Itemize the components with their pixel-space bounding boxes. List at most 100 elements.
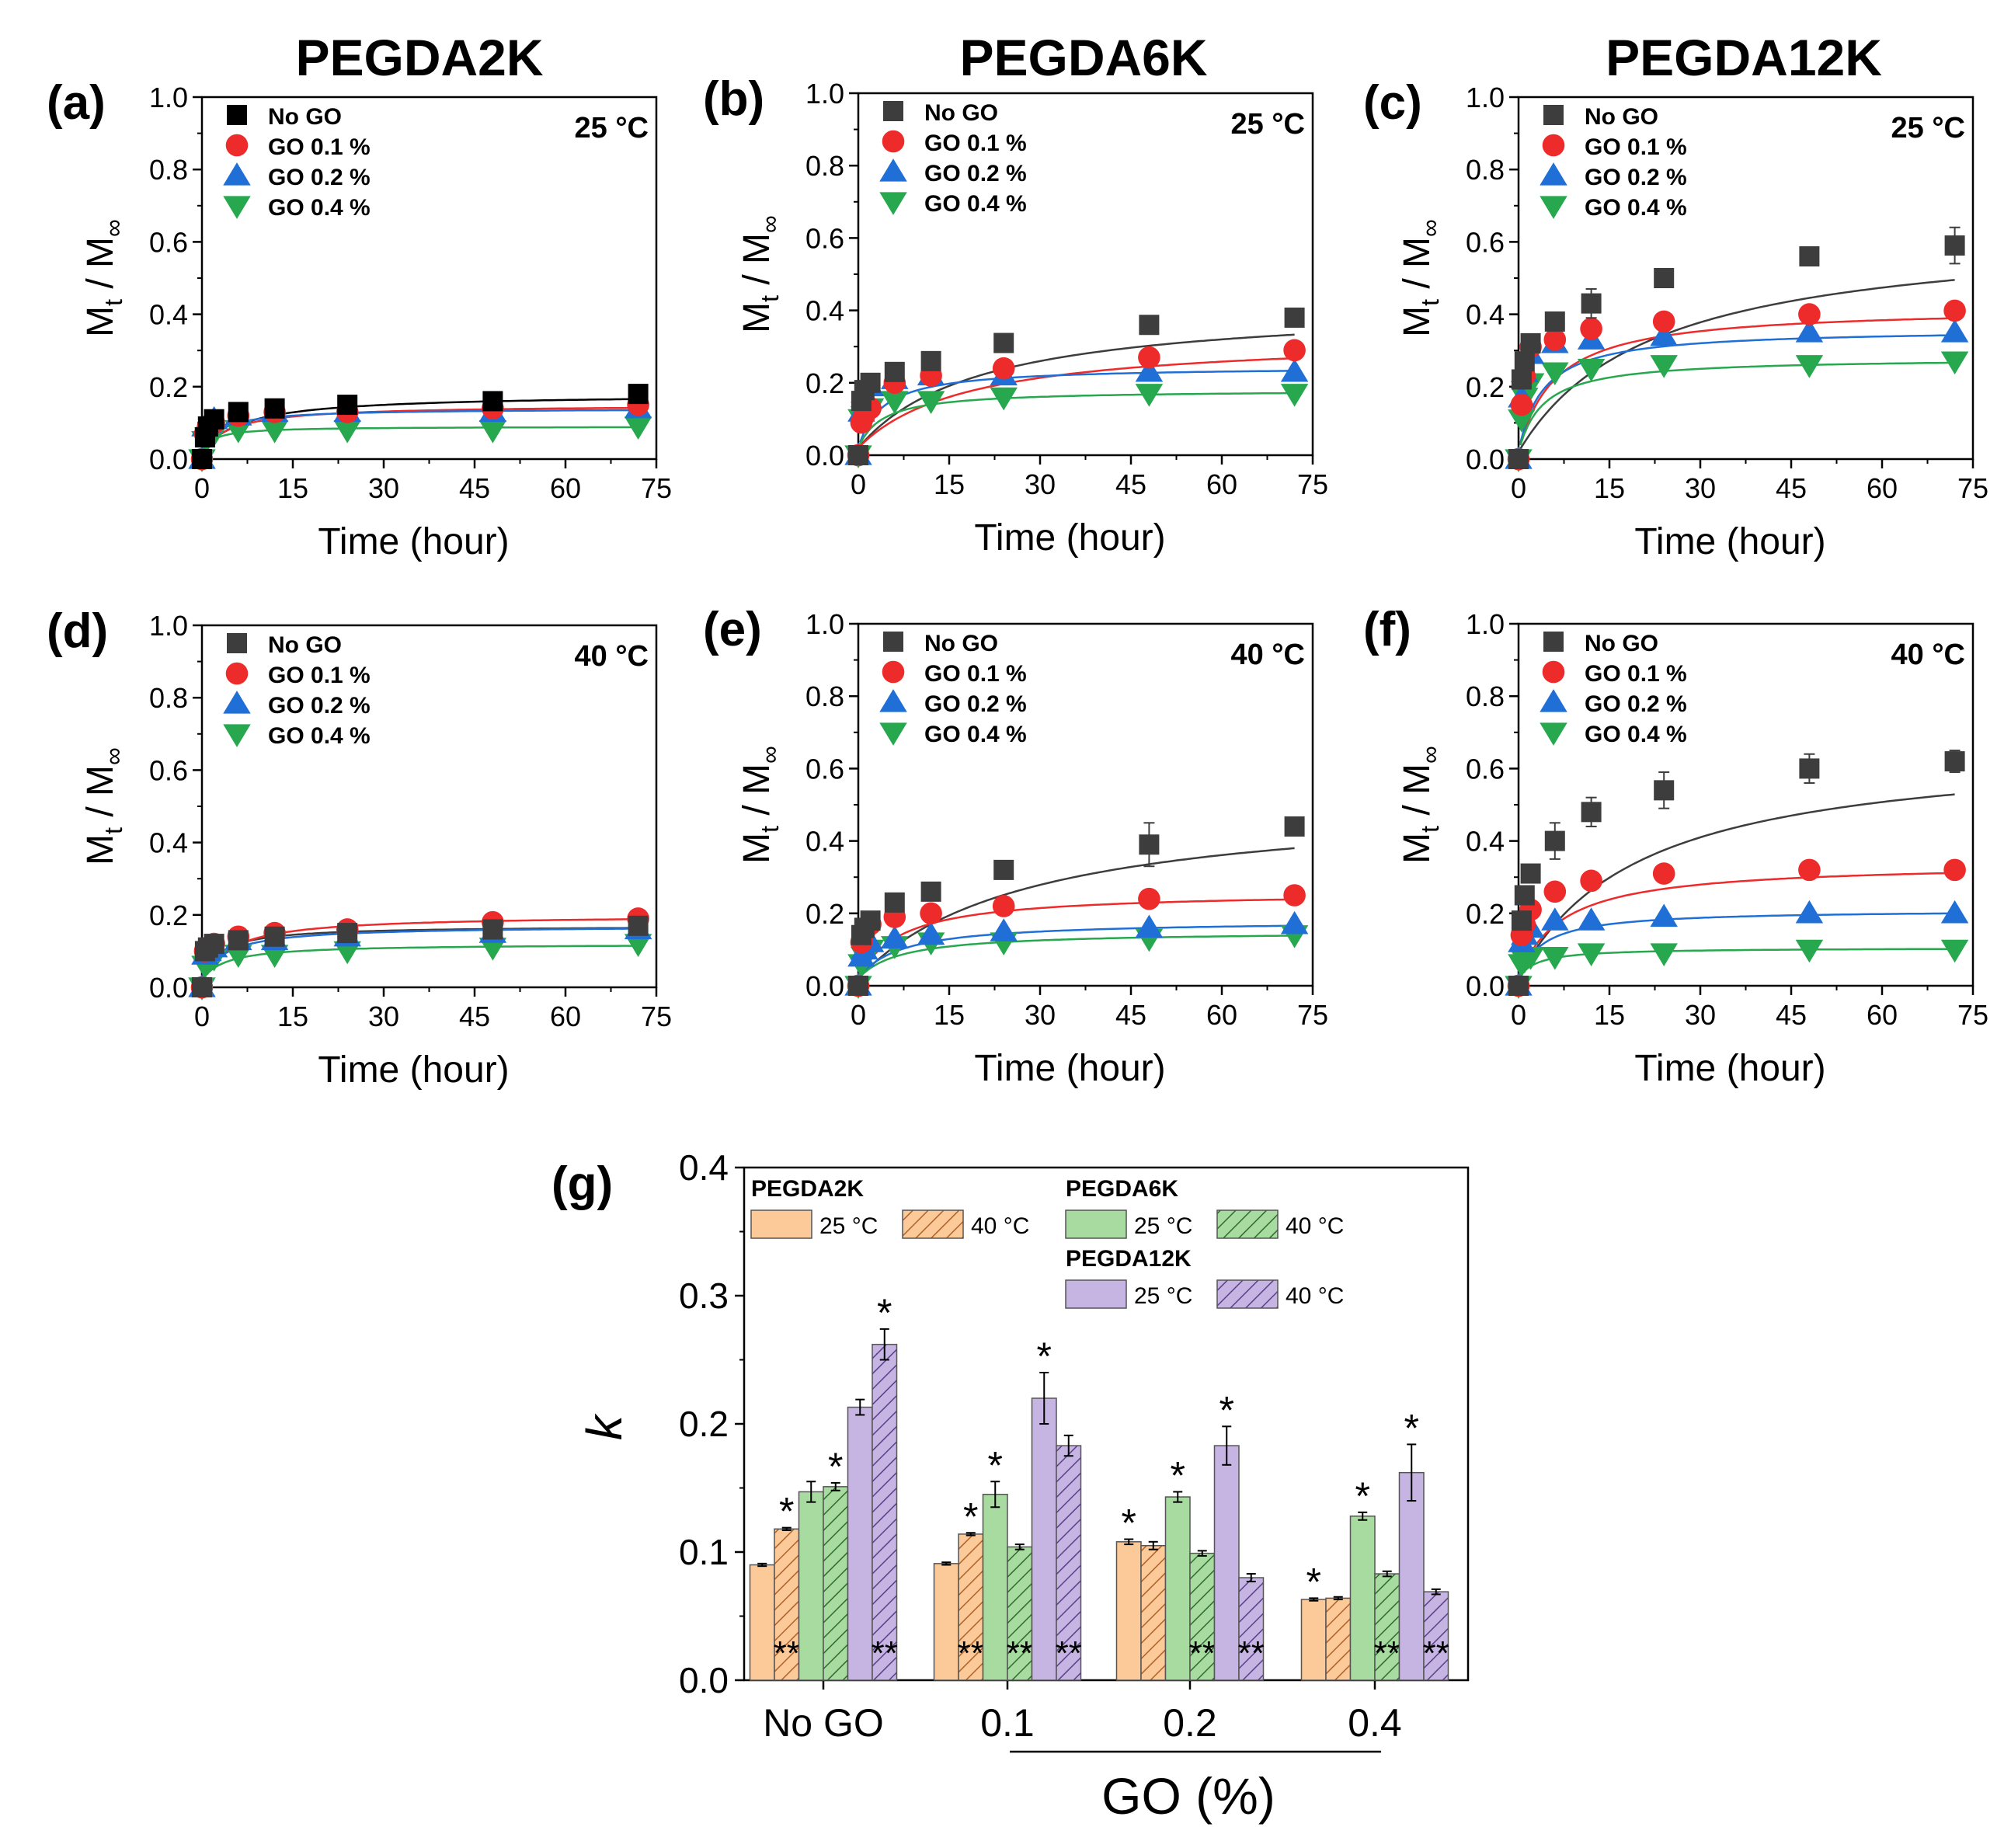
bar-pegda12k-40-c xyxy=(1423,1591,1449,1681)
data-point-no-go xyxy=(1520,332,1541,353)
significance-marker: ** xyxy=(774,1634,800,1672)
y-tick-label: 1.0 xyxy=(149,82,188,113)
data-point-go-0-1- xyxy=(1652,310,1675,333)
legend-marker-no-go xyxy=(1543,105,1564,125)
data-point-go-0-4- xyxy=(224,420,252,444)
y-tick-label: 0.1 xyxy=(679,1532,729,1572)
data-point-no-go xyxy=(1139,834,1160,855)
data-point-go-0-1- xyxy=(1943,299,1966,322)
panel-a: (a) 25 °C 0 15 30 45 60 75 0.0 0.2 0.4 0.6 0.8 1.0 Tim… xyxy=(47,76,672,562)
legend-marker-no-go xyxy=(883,632,903,652)
data-point-no-go xyxy=(228,930,249,951)
panel-e: (e) 40 °C 0 15 30 45 60 75 0.0 0.2 0.4 0.6 0.8 1.0 Tim… xyxy=(703,603,1328,1089)
significance-marker: * xyxy=(1037,1335,1052,1378)
x-tick-label: 45 xyxy=(1115,999,1146,1031)
legend-label: GO 0.4 % xyxy=(1585,195,1687,221)
bar-pegda12k-25-c xyxy=(1031,1397,1057,1681)
legend-label: GO 0.1 % xyxy=(924,131,1027,156)
y-axis-label: Mt / M∞ xyxy=(736,215,784,333)
legend-marker-go-0-2- xyxy=(223,162,251,186)
x-tick-label: 0.4 xyxy=(1348,1701,1402,1745)
bar-pegda12k-25-c xyxy=(1398,1471,1425,1681)
x-tick-label: 15 xyxy=(277,472,308,504)
data-point-go-0-1- xyxy=(992,357,1015,380)
x-tick-label: 75 xyxy=(641,472,672,504)
x-tick-label: 30 xyxy=(368,472,399,504)
bar-pegda6k-40-c xyxy=(823,1486,849,1681)
data-point-go-0-2- xyxy=(1940,900,1969,924)
x-tick-label: 60 xyxy=(550,1001,581,1032)
data-point-go-0-4- xyxy=(624,934,652,957)
legend-marker-go-0-2- xyxy=(223,691,251,714)
fit-curve-go-0-1- xyxy=(1519,317,1955,446)
y-tick-label: 1.0 xyxy=(805,608,844,640)
legend-label: GO 0.2 % xyxy=(1585,165,1687,190)
x-tick-label: 15 xyxy=(277,1001,308,1032)
x-tick-label: 45 xyxy=(459,1001,490,1032)
panel-label: (f) xyxy=(1363,603,1411,656)
y-tick-label: 0.0 xyxy=(805,970,844,1002)
data-point-go-0-4- xyxy=(1650,355,1678,378)
x-tick-label: 30 xyxy=(1685,999,1716,1031)
significance-marker: * xyxy=(877,1291,892,1335)
data-point-go-0-1- xyxy=(920,902,942,925)
data-point-no-go xyxy=(993,859,1014,880)
bar-pegda12k-25-c xyxy=(847,1406,873,1681)
data-point-go-0-4- xyxy=(224,945,252,968)
data-point-no-go xyxy=(1284,816,1305,837)
legend-marker-go-0-1- xyxy=(225,134,249,157)
x-tick-label: 60 xyxy=(1206,468,1237,500)
fit-curve-go-0-2- xyxy=(1519,334,1955,444)
data-point-go-0-4- xyxy=(624,416,652,440)
fit-curve-go-0-1- xyxy=(1519,872,1955,975)
data-point-no-go xyxy=(860,372,881,393)
data-point-go-0-4- xyxy=(1940,939,1969,963)
data-point-go-0-2- xyxy=(1650,903,1678,927)
data-point-no-go xyxy=(1944,235,1965,256)
panel-label: (e) xyxy=(703,603,762,656)
legend-swatch xyxy=(1065,1279,1127,1309)
panel-label: (b) xyxy=(703,72,764,126)
x-tick-label: 0 xyxy=(194,472,210,504)
y-tick-label: 0.6 xyxy=(1466,753,1505,785)
x-tick-label: 15 xyxy=(1594,472,1625,504)
data-point-go-0-2- xyxy=(1280,910,1309,934)
legend-label: 25 °C xyxy=(819,1213,878,1239)
legend-label: GO 0.4 % xyxy=(268,195,371,221)
x-axis-label: Time (hour) xyxy=(974,1048,1165,1089)
x-tick-label: 0 xyxy=(851,468,866,500)
legend-marker-go-0-4- xyxy=(879,722,907,746)
bar-pegda2k-25-c xyxy=(1115,1541,1142,1681)
data-point-go-0-4- xyxy=(260,945,289,968)
y-tick-label: 0.8 xyxy=(805,680,844,712)
temperature-label: 40 °C xyxy=(1891,639,1965,671)
y-tick-label: 1.0 xyxy=(149,610,188,642)
legend-label: GO 0.2 % xyxy=(924,691,1027,717)
legend-label: No GO xyxy=(1585,104,1658,130)
significance-marker: * xyxy=(828,1445,843,1488)
y-tick-label: 0.4 xyxy=(805,826,844,858)
data-point-go-0-4- xyxy=(917,391,945,414)
temperature-label: 40 °C xyxy=(575,640,649,673)
x-tick-label: 75 xyxy=(1957,472,1988,504)
data-point-go-0-1- xyxy=(1580,869,1602,893)
x-tick-label: 0 xyxy=(851,999,866,1031)
legend-marker-no-go xyxy=(227,633,247,653)
x-tick-label: 0.2 xyxy=(1163,1701,1217,1745)
data-point-go-0-2- xyxy=(1135,914,1164,938)
data-point-go-0-2- xyxy=(1940,319,1969,343)
significance-marker: ** xyxy=(1423,1634,1449,1672)
legend-label: GO 0.1 % xyxy=(268,663,371,688)
data-point-no-go xyxy=(1514,351,1535,372)
data-point-no-go xyxy=(192,977,212,997)
x-tick-label: 0 xyxy=(194,1001,210,1032)
bar-pegda6k-25-c xyxy=(1349,1516,1376,1681)
significance-marker: ** xyxy=(1007,1634,1033,1672)
data-point-no-go xyxy=(482,919,503,940)
y-tick-label: 0.6 xyxy=(1466,226,1505,258)
legend-marker-go-0-2- xyxy=(879,689,907,712)
data-point-no-go xyxy=(1511,910,1532,931)
data-point-no-go xyxy=(1511,369,1532,390)
data-point-go-0-4- xyxy=(260,420,289,444)
data-point-no-go xyxy=(1544,311,1565,332)
